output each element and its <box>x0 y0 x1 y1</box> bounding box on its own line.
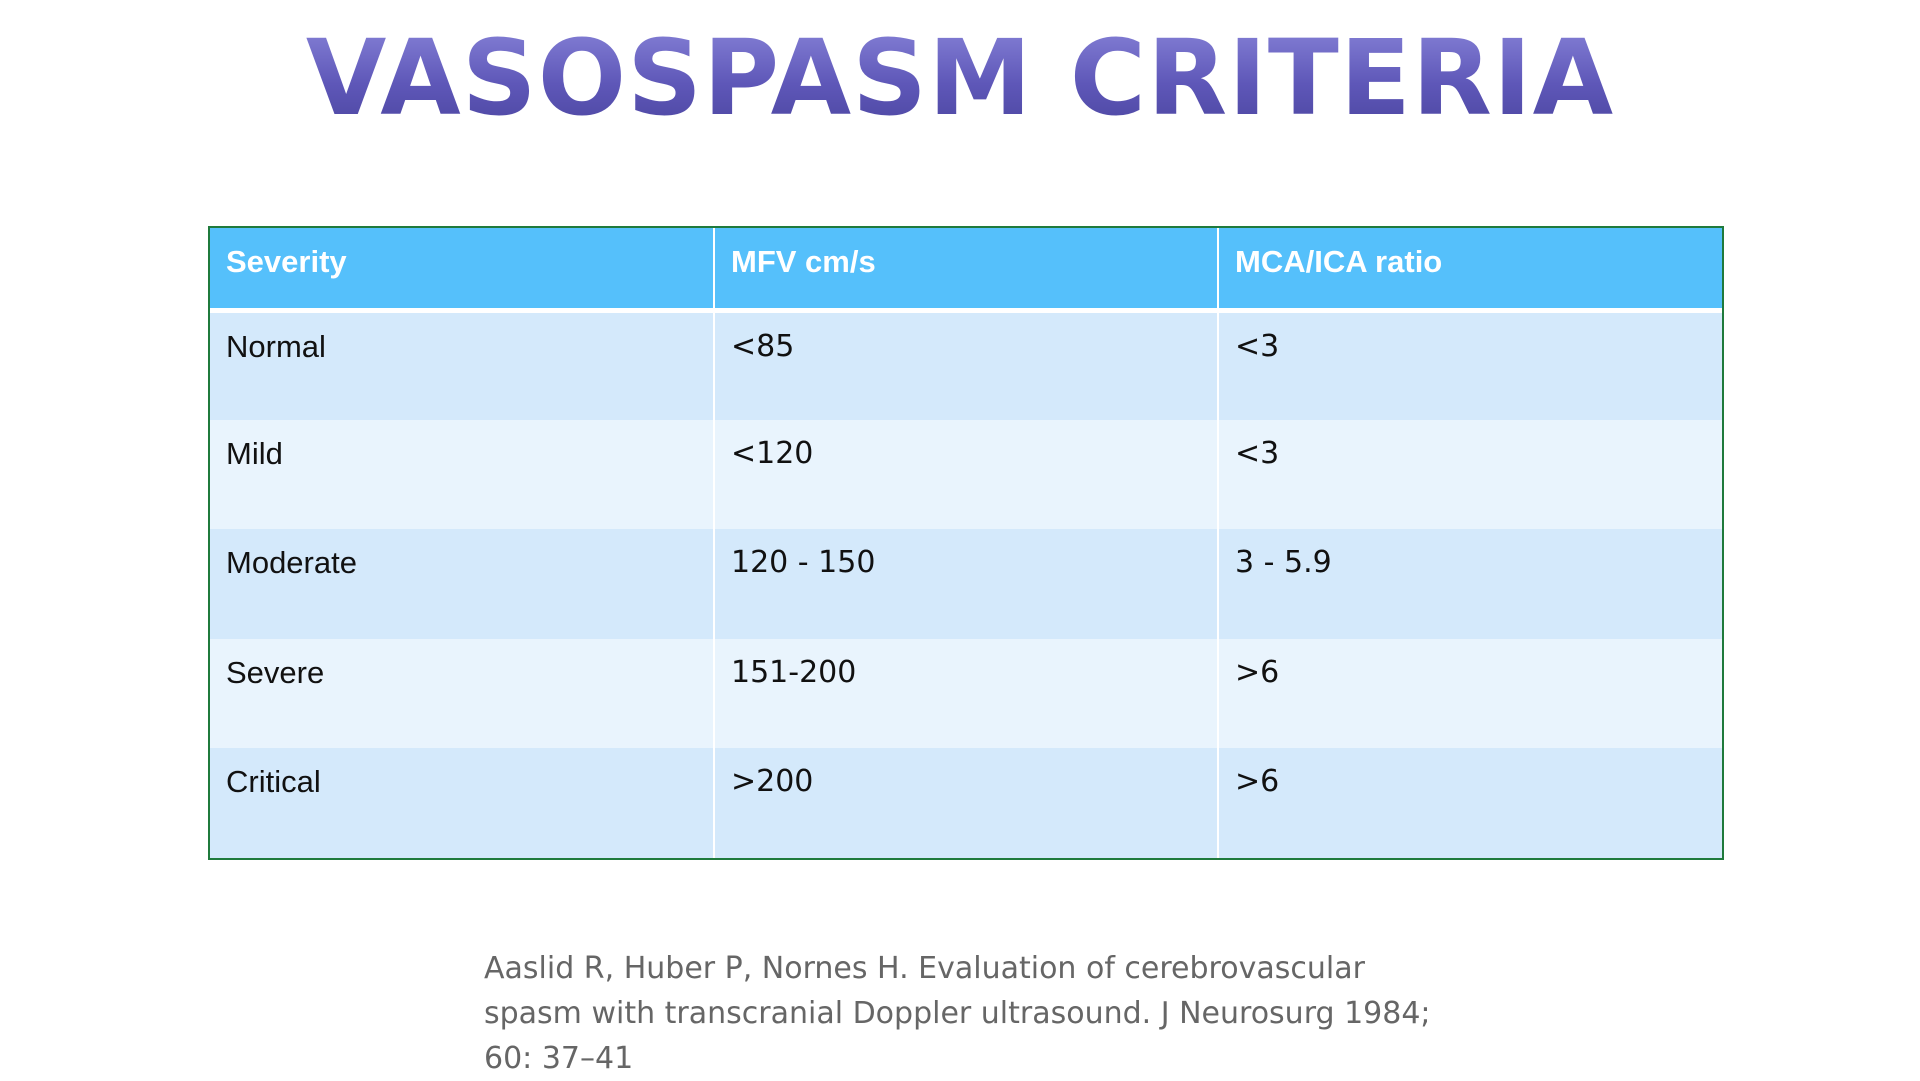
cell-ratio: <3 <box>1217 419 1722 530</box>
citation: Aaslid R, Huber P, Nornes H. Evaluation … <box>484 946 1484 1081</box>
slide-title: VASOSPASM CRITERIA <box>305 17 1615 139</box>
table-row: Mild <120 <3 <box>210 419 1722 530</box>
citation-line: Aaslid R, Huber P, Nornes H. Evaluation … <box>484 951 1365 986</box>
cell-severity: Severe <box>210 638 714 749</box>
citation-line: spasm with transcranial Doppler ultrasou… <box>484 996 1431 1031</box>
cell-mfv: >200 <box>713 748 1218 858</box>
cell-severity: Normal <box>210 310 714 420</box>
header-mca-ica-ratio: MCA/ICA ratio <box>1217 228 1722 313</box>
table-row: Moderate 120 - 150 3 - 5.9 <box>210 529 1722 639</box>
cell-mfv: 151-200 <box>713 638 1218 749</box>
cell-ratio: >6 <box>1217 748 1722 858</box>
cell-ratio: >6 <box>1217 638 1722 749</box>
cell-ratio: 3 - 5.9 <box>1217 529 1722 639</box>
slide-title-container: VASOSPASM CRITERIA <box>0 18 1920 138</box>
slide-title-reflection: VASOSPASM CRITERIA <box>0 126 1920 178</box>
criteria-table-frame: Severity MFV cm/s MCA/ICA ratio Normal <… <box>208 226 1724 860</box>
header-severity: Severity <box>210 228 714 313</box>
citation-line: 60: 37–41 <box>484 1041 634 1076</box>
table-row: Severe 151-200 >6 <box>210 638 1722 749</box>
cell-severity: Critical <box>210 748 714 858</box>
slide-title-reflection-text: VASOSPASM CRITERIA <box>306 126 1614 178</box>
cell-mfv: 120 - 150 <box>713 529 1218 639</box>
cell-ratio: <3 <box>1217 310 1722 420</box>
table-row: Normal <85 <3 <box>210 310 1722 420</box>
cell-mfv: <120 <box>713 419 1218 530</box>
cell-severity: Moderate <box>210 529 714 639</box>
table-header-row: Severity MFV cm/s MCA/ICA ratio <box>210 228 1722 313</box>
cell-mfv: <85 <box>713 310 1218 420</box>
cell-severity: Mild <box>210 419 714 530</box>
criteria-table: Severity MFV cm/s MCA/ICA ratio Normal <… <box>210 228 1722 858</box>
header-mfv: MFV cm/s <box>713 228 1218 313</box>
table-row: Critical >200 >6 <box>210 748 1722 858</box>
